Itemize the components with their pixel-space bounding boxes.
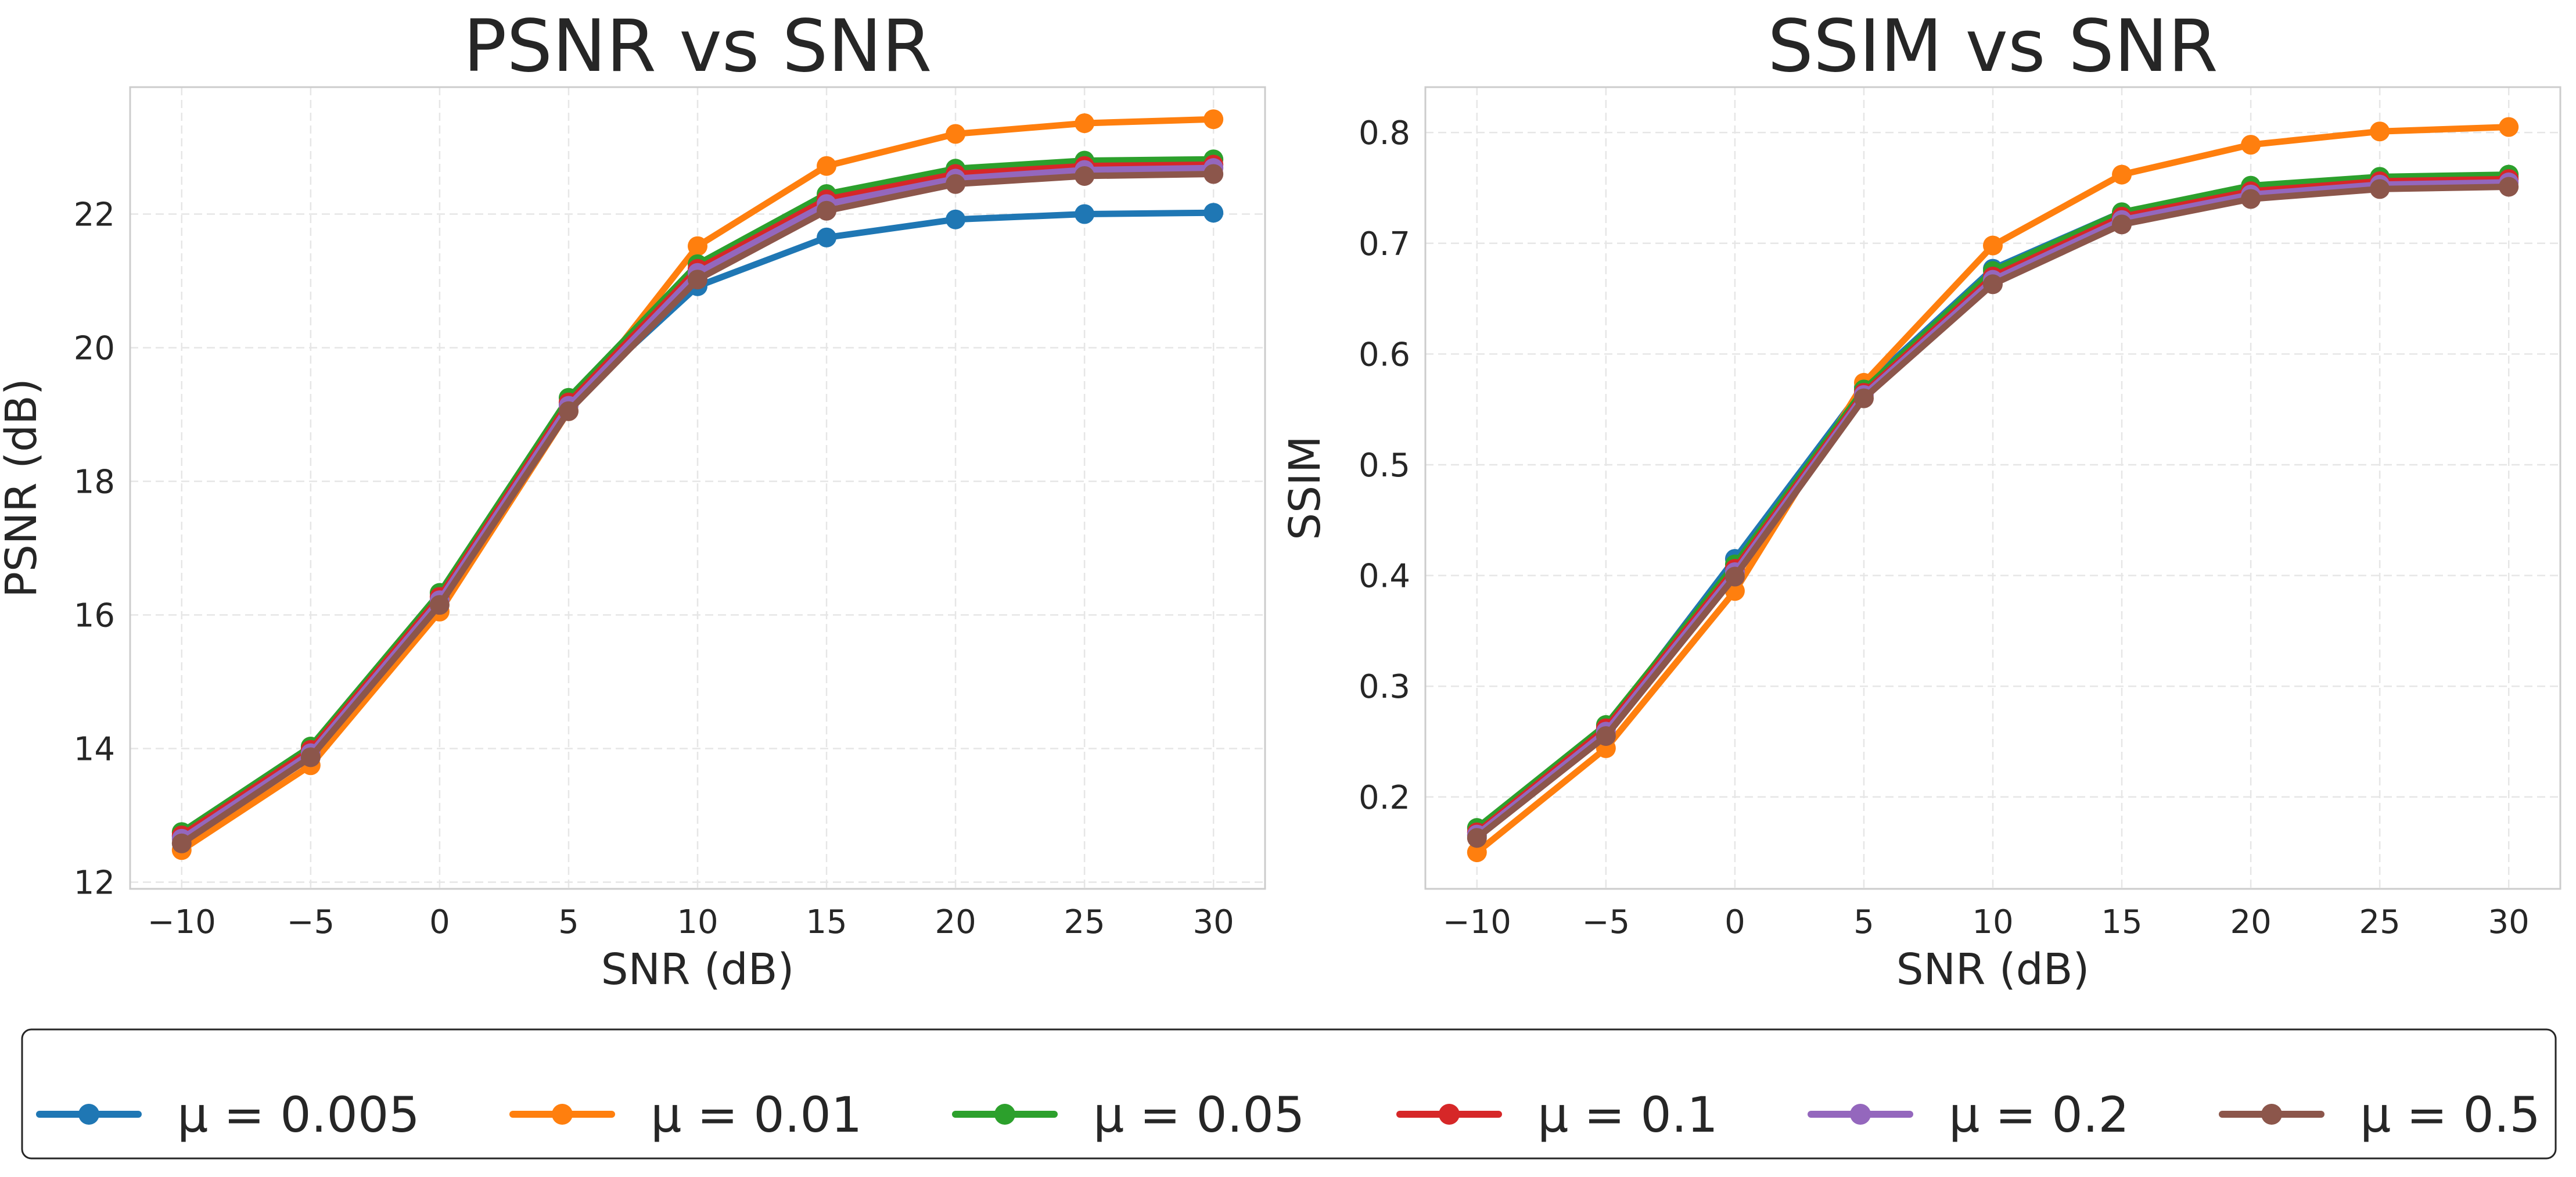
data-point [2370,179,2390,199]
legend-box [21,1028,2557,1160]
legend-item: μ = 0.2 [1808,1086,2129,1143]
data-point [1203,109,1224,130]
y-tick-label: 12 [74,864,115,902]
data-point [2241,189,2261,209]
data-point [817,227,837,247]
legend-item: μ = 0.1 [1396,1086,1718,1143]
y-axis-label: SSIM [1280,436,1330,540]
x-tick-label: 30 [1193,903,1234,941]
data-point [1203,164,1224,184]
legend-label: μ = 0.1 [1537,1086,1718,1143]
x-tick-label: −10 [148,903,216,941]
x-tick-label: 15 [806,903,847,941]
y-tick-label: 0.3 [1359,668,1410,706]
legend-label: μ = 0.005 [177,1086,420,1143]
data-point [171,833,192,853]
x-tick-label: 0 [429,903,450,941]
data-point [1075,166,1095,186]
legend-marker [994,1104,1015,1125]
chart-title: SSIM vs SNR [1767,5,2218,88]
data-point [1467,828,1487,848]
chart-title: PSNR vs SNR [464,5,932,88]
legend-item: μ = 0.05 [952,1086,1305,1143]
data-point [1724,566,1745,587]
y-tick-label: 16 [74,597,115,635]
legend-item: μ = 0.005 [36,1086,420,1143]
y-tick-label: 0.7 [1359,225,1410,263]
legend-label: μ = 0.5 [2360,1086,2541,1143]
x-tick-label: 25 [2359,903,2401,941]
data-point [1075,204,1095,224]
data-point [2370,121,2390,142]
plot-area [1424,86,2561,890]
data-point [1983,274,2003,295]
data-point [946,209,966,229]
legend-marker [552,1104,573,1125]
y-tick-label: 0.4 [1359,558,1410,595]
data-point [300,747,321,767]
data-point [1983,235,2003,256]
chart-panel-1: −10 −5 0 5 10 15 20 25 30 12 14 16 18 20 22 PSNR vs SNR… [0,5,1266,995]
chart-panel-2: −10 −5 0 5 10 15 20 25 30 0.2 0.3 0.4 0.5 0.6 0.7 0.8 SS… [1280,5,2561,995]
x-tick-label: −10 [1443,903,1511,941]
data-point [946,124,966,144]
data-point [1596,726,1616,746]
y-tick-label: 0.6 [1359,336,1410,374]
data-point [1203,203,1224,223]
x-tick-label: 25 [1064,903,1105,941]
legend-item: μ = 0.01 [509,1086,862,1143]
data-point [688,270,707,290]
x-tick-label: 5 [558,903,579,941]
y-axis-label: PSNR (dB) [0,378,46,597]
x-axis-label: SNR (dB) [1896,945,2090,995]
legend-marker [1439,1104,1460,1125]
data-point [2112,214,2132,235]
data-point [429,595,450,615]
data-point [1467,842,1487,863]
y-tick-label: 0.5 [1359,447,1410,485]
data-point [817,200,837,221]
x-tick-label: 20 [2230,903,2271,941]
data-point [817,156,837,176]
y-tick-label: 18 [74,464,115,501]
legend-label: μ = 0.05 [1093,1086,1305,1143]
data-point [2499,177,2519,197]
x-tick-label: 20 [935,903,976,941]
legend-label: μ = 0.01 [651,1086,862,1143]
data-point [2112,164,2132,185]
x-tick-label: 15 [2101,903,2142,941]
data-point [2499,117,2519,137]
legend-item: μ = 0.5 [2219,1086,2541,1143]
y-tick-label: 20 [74,330,115,368]
data-point [688,236,707,256]
x-tick-label: 10 [1972,903,2013,941]
data-point [1075,113,1095,134]
x-axis-label: SNR (dB) [601,945,795,995]
legend-marker [78,1104,99,1125]
legend-label: μ = 0.2 [1949,1086,2129,1143]
data-point [946,174,966,194]
x-tick-label: −5 [287,903,335,941]
y-tick-label: 0.8 [1359,114,1410,152]
x-tick-label: 0 [1724,903,1745,941]
x-tick-label: 10 [677,903,718,941]
y-tick-label: 0.2 [1359,779,1410,817]
legend: μ = 0.005 μ = 0.01 μ = 0.05 μ = 0.1 μ = 0.2 μ… [21,1028,2557,1160]
y-tick-label: 14 [74,731,115,769]
legend-marker [1850,1104,1871,1125]
plot-area [129,86,1266,890]
x-tick-label: 5 [1853,903,1874,941]
x-tick-label: 30 [2488,903,2530,941]
data-point [558,401,579,421]
data-point [2241,135,2261,155]
x-tick-label: −5 [1582,903,1630,941]
y-tick-label: 22 [74,196,115,234]
legend-marker [2261,1104,2282,1125]
data-point [1853,388,1874,408]
